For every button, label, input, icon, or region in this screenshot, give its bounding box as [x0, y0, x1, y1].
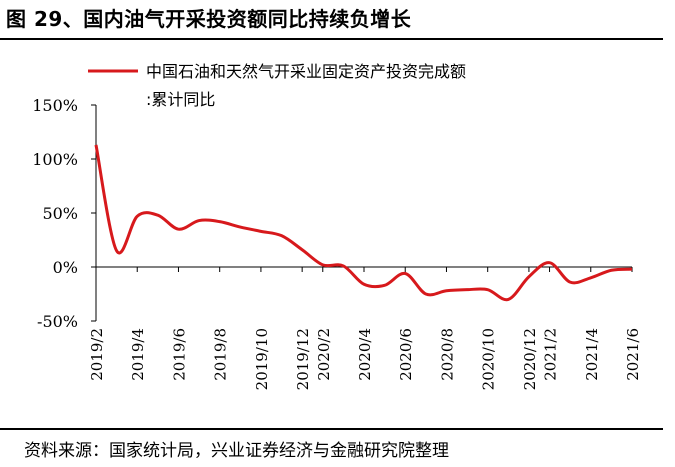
x-tick-label: 2019/6	[170, 328, 188, 381]
x-tick-label: 2021/6	[624, 328, 642, 381]
x-tick-label: 2020/10	[480, 328, 498, 390]
x-tick-label: 2021/4	[583, 328, 601, 381]
y-tick-label: -50%	[37, 312, 78, 331]
x-tick-label: 2020/4	[356, 328, 374, 381]
y-tick-label: 150%	[32, 96, 78, 115]
x-tick-label: 2020/8	[438, 328, 456, 381]
legend-label: 中国石油和天然气开采业固定资产投资完成额 :累计同比	[146, 58, 606, 114]
y-tick-label: 0%	[53, 258, 78, 277]
y-tick-label: 100%	[32, 150, 78, 169]
chart-axes	[91, 104, 633, 322]
x-tick-label: 2020/2	[315, 328, 333, 381]
source-rule	[0, 428, 663, 430]
y-tick-label: 50%	[42, 204, 78, 223]
x-tick-label: 2020/12	[521, 328, 539, 390]
x-tick-label: 2019/2	[88, 328, 106, 381]
chart-series	[94, 144, 633, 302]
source-note: 资料来源：国家统计局，兴业证券经济与金融研究院整理	[24, 441, 449, 461]
x-tick-label: 2020/6	[397, 328, 415, 381]
x-tick-label: 2019/8	[212, 328, 230, 381]
legend-label-line1: 中国石油和天然气开采业固定资产投资完成额	[146, 62, 467, 81]
title-rule	[0, 38, 663, 40]
x-tick-label: 2021/2	[542, 328, 560, 381]
x-tick-label: 2019/10	[253, 328, 271, 390]
x-tick-label: 2019/12	[294, 328, 312, 390]
series-line	[94, 144, 633, 302]
y-axis-labels: 150% 100% 50% 0% -50%	[32, 96, 78, 331]
x-axis-labels: 2019/2 2019/4 2019/6 2019/8 2019/10 2019/12 20…	[88, 328, 642, 390]
x-tick-label: 2019/4	[129, 328, 147, 381]
legend-label-line2: :累计同比	[146, 90, 216, 109]
figure-title: 图 29、国内油气开采投资额同比持续负增长	[6, 7, 412, 31]
